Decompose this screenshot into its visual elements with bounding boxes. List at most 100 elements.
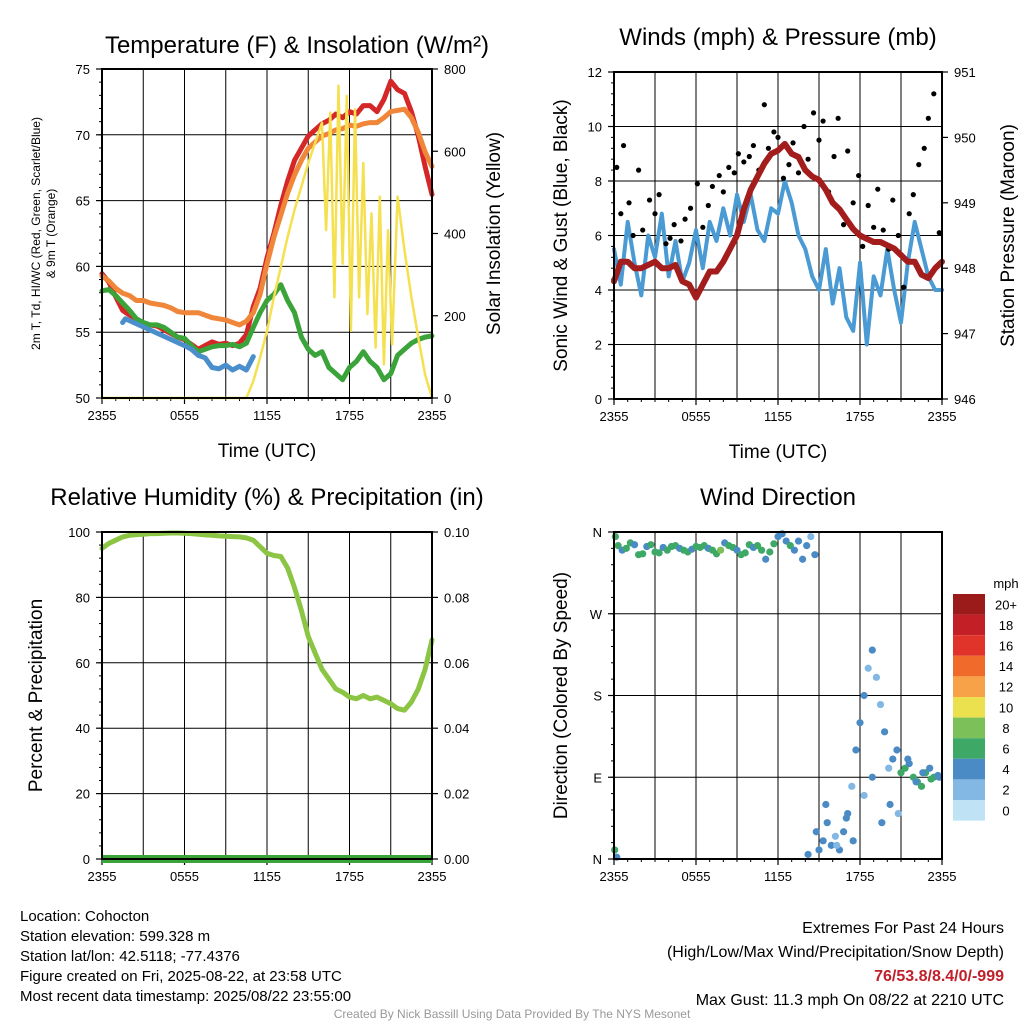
x-tick-label: 0555	[682, 409, 711, 424]
y-tick-label: 0	[83, 852, 90, 867]
y-tick-label: 8	[595, 174, 602, 189]
direction-point	[766, 548, 774, 556]
gust-point	[936, 230, 942, 236]
figure-created: Figure created on Fri, 2025-08-22, at 23…	[20, 968, 342, 985]
chart-title: Temperature (F) & Insolation (W/m²)	[105, 32, 489, 59]
station-location: Location: Cohocton	[20, 908, 150, 925]
recent-data-timestamp: Most recent data timestamp: 2025/08/22 2…	[20, 988, 352, 1005]
y2-tick-label: 800	[444, 62, 466, 77]
y-tick-label: E	[593, 770, 602, 785]
legend-label: 14	[999, 659, 1013, 674]
direction-point	[611, 532, 619, 541]
legend-swatch	[953, 738, 985, 759]
gust-point	[841, 222, 847, 228]
gust-point	[845, 148, 851, 154]
gust-point	[709, 183, 716, 190]
y-tick-label: 12	[588, 65, 602, 80]
legend-label: 20+	[995, 597, 1017, 612]
legend-label: 10	[999, 700, 1013, 715]
legend-label: 12	[999, 680, 1013, 695]
gust-point	[636, 167, 642, 173]
x-tick-label: 2355	[928, 869, 957, 884]
y2-tick-label: 0.02	[444, 787, 469, 802]
x-tick-label: 0555	[682, 869, 711, 884]
x-tick-label: 2355	[88, 869, 117, 884]
gust-point	[694, 181, 700, 187]
gust-point	[931, 91, 937, 97]
direction-point	[849, 837, 857, 845]
direction-point	[622, 544, 630, 552]
y-tick-label: 4	[595, 283, 602, 298]
series-pressure	[611, 140, 945, 301]
gust-point	[831, 153, 837, 160]
gust-point	[890, 197, 896, 203]
y-tick-label: 75	[76, 62, 90, 77]
gust-point	[795, 170, 802, 176]
legend-swatch	[953, 758, 985, 780]
x-tick-label: 0555	[170, 408, 199, 423]
direction-point	[912, 778, 920, 786]
x-tick-label: 1755	[846, 869, 875, 884]
direction-point	[886, 800, 894, 809]
gust-point	[620, 142, 627, 149]
direction-point	[822, 800, 830, 809]
direction-point	[927, 775, 935, 783]
series-dewpoint	[99, 282, 435, 383]
gust-point	[916, 162, 922, 168]
legend-swatch	[953, 676, 985, 697]
gust-point	[646, 197, 653, 203]
gust-point	[771, 129, 777, 135]
y-axis-label: Direction (Colored By Speed)	[551, 572, 572, 819]
legend-label: 0	[1002, 803, 1009, 818]
x-tick-label: 2355	[928, 409, 957, 424]
gust-point	[860, 243, 866, 249]
y-tick-label: 6	[595, 229, 602, 244]
y-tick-label: 55	[76, 325, 90, 340]
direction-point	[790, 546, 799, 554]
gust-point	[901, 284, 907, 290]
legend-swatch	[953, 717, 985, 739]
x-tick-label: 2355	[88, 408, 117, 423]
x-tick-label: 1155	[764, 409, 792, 424]
legend-label: 18	[999, 618, 1013, 633]
max-gust: Max Gust: 11.3 mph On 08/22 at 2210 UTC	[695, 992, 1004, 1009]
y-tick-label: 70	[76, 128, 90, 143]
y2-tick-label: 0.00	[444, 852, 469, 867]
gust-point	[895, 232, 901, 239]
y-tick-label: 2	[595, 338, 602, 353]
y-tick-label: S	[593, 689, 602, 704]
direction-point	[878, 819, 886, 827]
gust-point	[716, 172, 722, 179]
gust-point	[726, 164, 732, 170]
panel-3: 0 20 40 60 80 100 2355 0555 1155 1755 2355 0.00 0.02…	[26, 484, 484, 884]
gust-point	[682, 216, 688, 222]
gust-point	[626, 200, 632, 206]
gust-point	[856, 172, 862, 179]
legend-label: 16	[999, 639, 1013, 654]
gust-point	[687, 205, 694, 211]
y-tick-label: N	[593, 525, 602, 540]
plot-border	[613, 71, 943, 400]
y2-tick-label: 0.10	[444, 525, 469, 540]
y-tick-label: 20	[76, 787, 90, 802]
gust-point	[780, 175, 787, 181]
gust-point	[790, 140, 796, 146]
x-tick-label: 1155	[253, 869, 281, 884]
y-tick-label: N	[593, 852, 602, 867]
direction-point	[919, 769, 927, 777]
direction-point	[815, 846, 823, 854]
direction-point	[823, 819, 831, 827]
direction-point	[647, 541, 655, 549]
direction-point	[655, 549, 663, 557]
y2-tick-label: 948	[954, 261, 976, 276]
direction-point	[864, 664, 872, 672]
credit-line: Created By Nick Bassill Using Data Provi…	[333, 1007, 691, 1021]
legend-swatch	[953, 655, 985, 677]
x-tick-label: 1155	[764, 869, 792, 884]
y-tick-label: 10	[588, 120, 602, 135]
direction-point	[803, 542, 811, 550]
panel-4: N E S W N 2355 0555 1155 1755 2355 Wind Direction D…	[551, 484, 1019, 884]
direction-point	[807, 532, 815, 541]
legend-label: 8	[1002, 721, 1009, 736]
